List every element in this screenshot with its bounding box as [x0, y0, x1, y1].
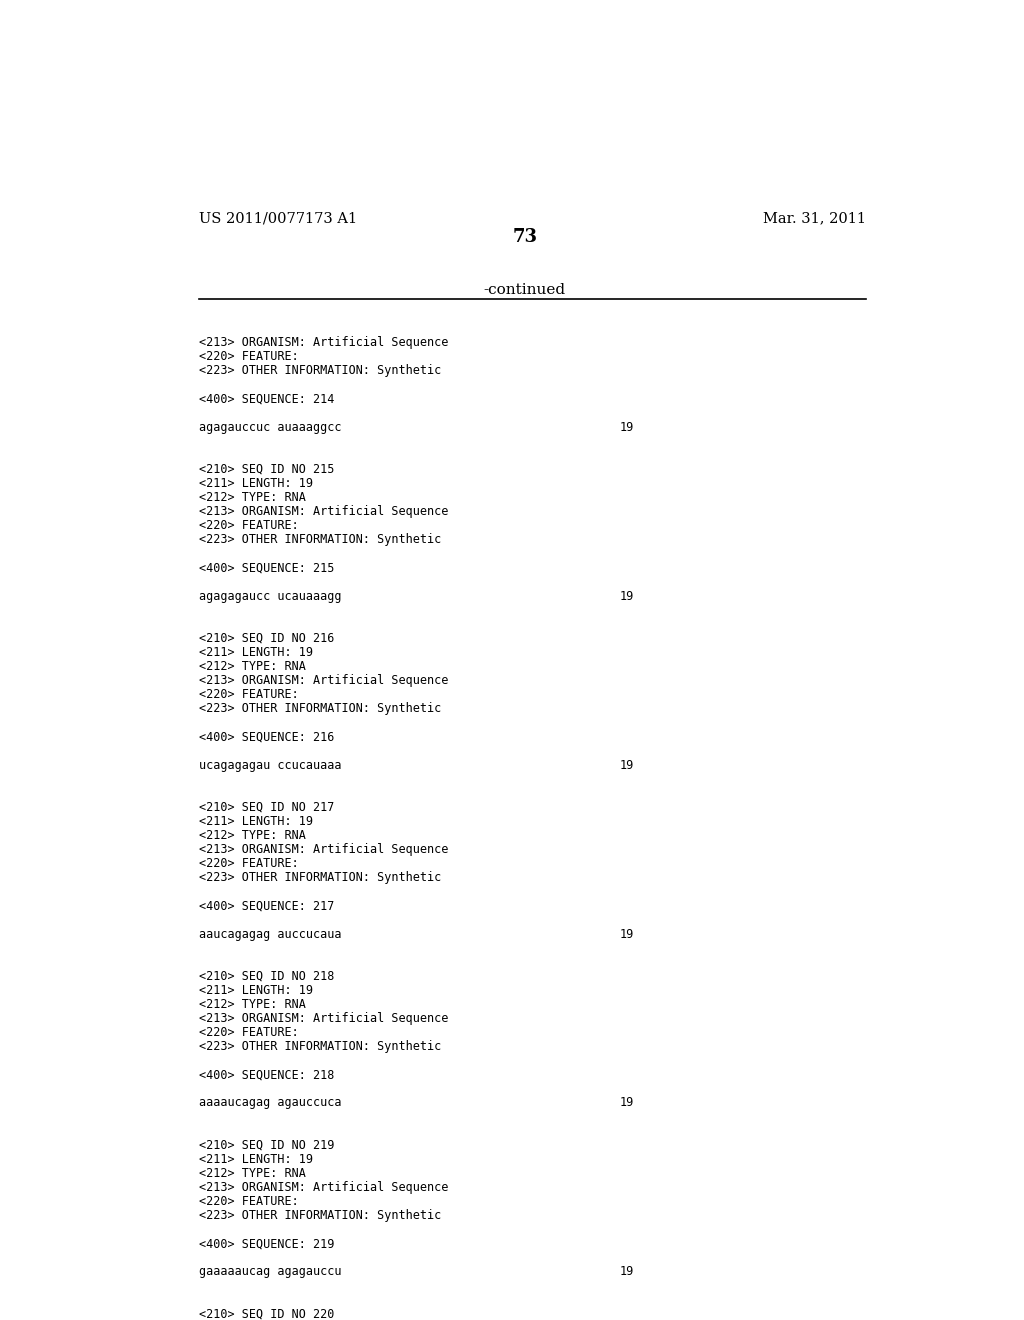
- Text: <223> OTHER INFORMATION: Synthetic: <223> OTHER INFORMATION: Synthetic: [200, 702, 441, 715]
- Text: <400> SEQUENCE: 219: <400> SEQUENCE: 219: [200, 1237, 335, 1250]
- Text: <210> SEQ ID NO 217: <210> SEQ ID NO 217: [200, 801, 335, 814]
- Text: <212> TYPE: RNA: <212> TYPE: RNA: [200, 998, 306, 1011]
- Text: <211> LENGTH: 19: <211> LENGTH: 19: [200, 814, 313, 828]
- Text: <213> ORGANISM: Artificial Sequence: <213> ORGANISM: Artificial Sequence: [200, 675, 449, 688]
- Text: 19: 19: [620, 928, 634, 941]
- Text: <211> LENGTH: 19: <211> LENGTH: 19: [200, 645, 313, 659]
- Text: <223> OTHER INFORMATION: Synthetic: <223> OTHER INFORMATION: Synthetic: [200, 871, 441, 884]
- Text: -continued: -continued: [483, 284, 566, 297]
- Text: gaaaaaucag agagauccu: gaaaaaucag agagauccu: [200, 1266, 342, 1278]
- Text: <213> ORGANISM: Artificial Sequence: <213> ORGANISM: Artificial Sequence: [200, 1012, 449, 1024]
- Text: <212> TYPE: RNA: <212> TYPE: RNA: [200, 491, 306, 504]
- Text: <213> ORGANISM: Artificial Sequence: <213> ORGANISM: Artificial Sequence: [200, 337, 449, 350]
- Text: Mar. 31, 2011: Mar. 31, 2011: [763, 211, 866, 226]
- Text: 19: 19: [620, 1266, 634, 1278]
- Text: <400> SEQUENCE: 214: <400> SEQUENCE: 214: [200, 392, 335, 405]
- Text: <400> SEQUENCE: 215: <400> SEQUENCE: 215: [200, 561, 335, 574]
- Text: 19: 19: [620, 590, 634, 603]
- Text: <223> OTHER INFORMATION: Synthetic: <223> OTHER INFORMATION: Synthetic: [200, 364, 441, 378]
- Text: US 2011/0077173 A1: US 2011/0077173 A1: [200, 211, 357, 226]
- Text: ucagagagau ccucauaaa: ucagagagau ccucauaaa: [200, 759, 342, 772]
- Text: agagagaucc ucauaaagg: agagagaucc ucauaaagg: [200, 590, 342, 603]
- Text: <223> OTHER INFORMATION: Synthetic: <223> OTHER INFORMATION: Synthetic: [200, 1209, 441, 1222]
- Text: 19: 19: [620, 421, 634, 434]
- Text: <220> FEATURE:: <220> FEATURE:: [200, 688, 299, 701]
- Text: <223> OTHER INFORMATION: Synthetic: <223> OTHER INFORMATION: Synthetic: [200, 1040, 441, 1053]
- Text: 73: 73: [512, 227, 538, 246]
- Text: <212> TYPE: RNA: <212> TYPE: RNA: [200, 829, 306, 842]
- Text: 19: 19: [620, 1097, 634, 1109]
- Text: <220> FEATURE:: <220> FEATURE:: [200, 1026, 299, 1039]
- Text: <213> ORGANISM: Artificial Sequence: <213> ORGANISM: Artificial Sequence: [200, 506, 449, 519]
- Text: <400> SEQUENCE: 218: <400> SEQUENCE: 218: [200, 1068, 335, 1081]
- Text: <210> SEQ ID NO 215: <210> SEQ ID NO 215: [200, 463, 335, 477]
- Text: <212> TYPE: RNA: <212> TYPE: RNA: [200, 1167, 306, 1180]
- Text: <213> ORGANISM: Artificial Sequence: <213> ORGANISM: Artificial Sequence: [200, 843, 449, 857]
- Text: <211> LENGTH: 19: <211> LENGTH: 19: [200, 477, 313, 490]
- Text: <210> SEQ ID NO 219: <210> SEQ ID NO 219: [200, 1139, 335, 1151]
- Text: agagauccuc auaaaggcc: agagauccuc auaaaggcc: [200, 421, 342, 434]
- Text: <210> SEQ ID NO 216: <210> SEQ ID NO 216: [200, 632, 335, 645]
- Text: <220> FEATURE:: <220> FEATURE:: [200, 519, 299, 532]
- Text: <220> FEATURE:: <220> FEATURE:: [200, 350, 299, 363]
- Text: <210> SEQ ID NO 218: <210> SEQ ID NO 218: [200, 970, 335, 983]
- Text: <212> TYPE: RNA: <212> TYPE: RNA: [200, 660, 306, 673]
- Text: <211> LENGTH: 19: <211> LENGTH: 19: [200, 983, 313, 997]
- Text: <400> SEQUENCE: 216: <400> SEQUENCE: 216: [200, 730, 335, 743]
- Text: aaucagagag auccucaua: aaucagagag auccucaua: [200, 928, 342, 941]
- Text: <210> SEQ ID NO 220: <210> SEQ ID NO 220: [200, 1308, 335, 1320]
- Text: <220> FEATURE:: <220> FEATURE:: [200, 857, 299, 870]
- Text: aaaaucagag agauccuca: aaaaucagag agauccuca: [200, 1097, 342, 1109]
- Text: <400> SEQUENCE: 217: <400> SEQUENCE: 217: [200, 899, 335, 912]
- Text: 19: 19: [620, 759, 634, 772]
- Text: <211> LENGTH: 19: <211> LENGTH: 19: [200, 1152, 313, 1166]
- Text: <223> OTHER INFORMATION: Synthetic: <223> OTHER INFORMATION: Synthetic: [200, 533, 441, 546]
- Text: <213> ORGANISM: Artificial Sequence: <213> ORGANISM: Artificial Sequence: [200, 1181, 449, 1193]
- Text: <220> FEATURE:: <220> FEATURE:: [200, 1195, 299, 1208]
